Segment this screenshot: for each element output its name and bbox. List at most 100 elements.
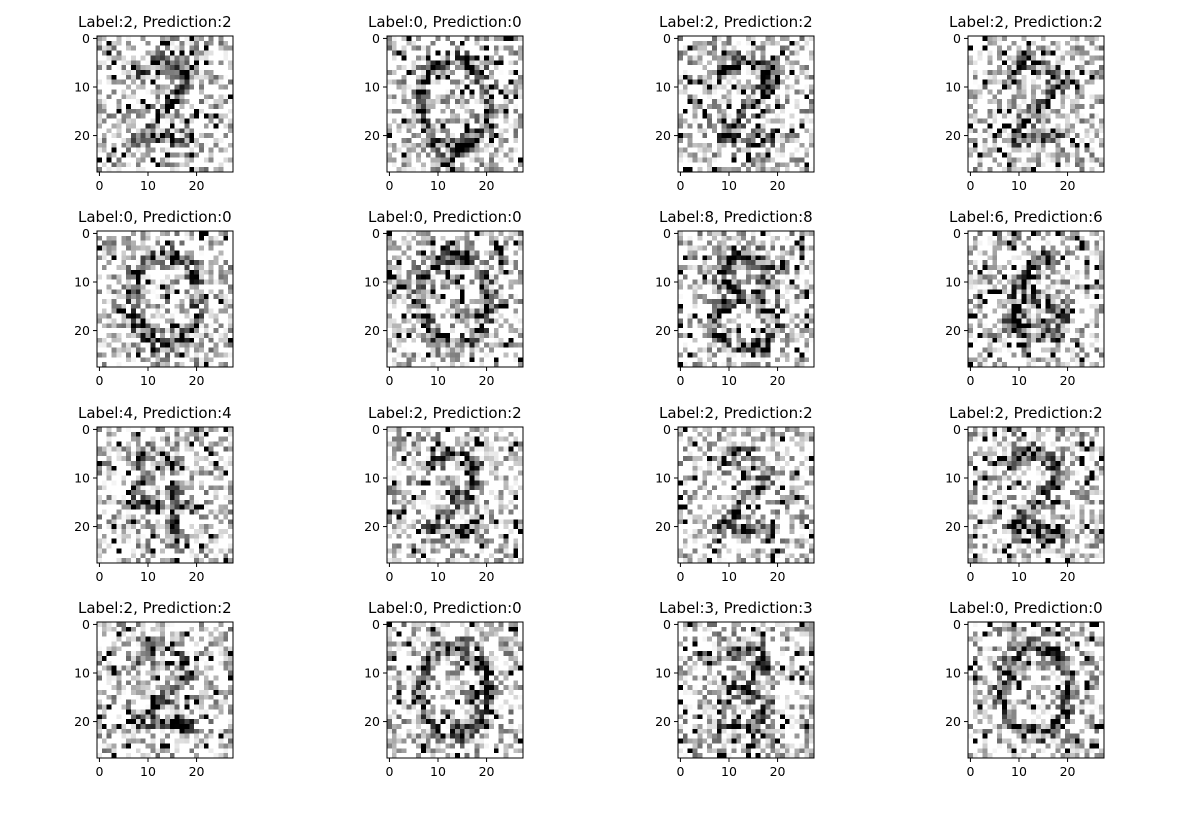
pixel-cell xyxy=(175,314,180,319)
pixel-cell xyxy=(460,284,465,289)
pixel-cell xyxy=(426,153,431,158)
pixel-cell xyxy=(513,114,518,119)
pixel-cell xyxy=(416,304,421,309)
pixel-cell xyxy=(107,46,112,51)
pixel-cell xyxy=(112,123,117,128)
pixel-cell xyxy=(765,80,770,85)
pixel-cell xyxy=(1046,85,1051,90)
pixel-cell xyxy=(406,280,411,285)
pixel-cell xyxy=(746,99,751,104)
pixel-cell xyxy=(1070,94,1075,99)
pixel-cell xyxy=(1085,148,1090,153)
pixel-cell xyxy=(218,348,223,353)
pixel-cell xyxy=(761,255,766,260)
pixel-cell xyxy=(513,309,518,314)
pixel-cell xyxy=(131,153,136,158)
pixel-cell xyxy=(146,123,151,128)
pixel-cell xyxy=(761,114,766,119)
pixel-cell xyxy=(780,70,785,75)
pixel-cell xyxy=(392,299,397,304)
pixel-cell xyxy=(504,250,509,255)
pixel-cell xyxy=(518,343,523,348)
pixel-cell xyxy=(150,357,155,362)
pixel-cell xyxy=(809,75,814,80)
pixel-cell xyxy=(1060,55,1065,60)
pixel-cell xyxy=(795,236,800,241)
pixel-cell xyxy=(761,162,766,167)
pixel-cell xyxy=(411,153,416,158)
pixel-cell xyxy=(165,265,170,270)
pixel-cell xyxy=(421,133,426,138)
pixel-cell xyxy=(770,246,775,251)
pixel-cell xyxy=(968,94,973,99)
pixel-cell xyxy=(702,94,707,99)
pixel-cell xyxy=(194,343,199,348)
pixel-cell xyxy=(436,352,441,357)
pixel-cell xyxy=(1046,99,1051,104)
pixel-cell xyxy=(180,318,185,323)
pixel-cell xyxy=(121,133,126,138)
pixel-cell xyxy=(160,304,165,309)
pixel-cell xyxy=(155,46,160,51)
pixel-cell xyxy=(513,231,518,236)
pixel-cell xyxy=(809,104,814,109)
pixel-cell xyxy=(983,75,988,80)
pixel-cell xyxy=(1021,128,1026,133)
pixel-cell xyxy=(1026,60,1031,65)
pixel-cell xyxy=(406,133,411,138)
pixel-cell xyxy=(489,304,494,309)
pixel-cell xyxy=(426,119,431,124)
pixel-cell xyxy=(987,80,992,85)
pixel-cell xyxy=(199,153,204,158)
pixel-cell xyxy=(1036,143,1041,148)
pixel-cell xyxy=(968,36,973,41)
pixel-cell xyxy=(209,60,214,65)
pixel-cell xyxy=(717,246,722,251)
pixel-cell xyxy=(392,41,397,46)
pixel-cell xyxy=(406,265,411,270)
pixel-cell xyxy=(387,280,392,285)
pixel-cell xyxy=(170,60,175,65)
pixel-cell xyxy=(494,89,499,94)
pixel-cell xyxy=(712,75,717,80)
pixel-cell xyxy=(731,60,736,65)
pixel-cell xyxy=(712,250,717,255)
pixel-cell xyxy=(223,289,228,294)
pixel-cell xyxy=(1080,89,1085,94)
pixel-cell xyxy=(756,148,761,153)
pixel-cell xyxy=(484,119,489,124)
pixel-cell xyxy=(116,275,121,280)
pixel-cell xyxy=(1012,133,1017,138)
pixel-cell xyxy=(450,343,455,348)
pixel-cell xyxy=(406,70,411,75)
pixel-cell xyxy=(126,270,131,275)
pixel-cell xyxy=(223,80,228,85)
pixel-cell xyxy=(513,85,518,90)
pixel-cell xyxy=(440,148,445,153)
pixel-cell xyxy=(402,70,407,75)
pixel-cell xyxy=(751,41,756,46)
pixel-cell xyxy=(756,123,761,128)
pixel-cell xyxy=(406,352,411,357)
pixel-cell xyxy=(184,255,189,260)
pixel-cell xyxy=(397,270,402,275)
pixel-cell xyxy=(1021,143,1026,148)
pixel-cell xyxy=(436,318,441,323)
pixel-cell xyxy=(484,236,489,241)
pixel-cell xyxy=(436,109,441,114)
pixel-cell xyxy=(397,275,402,280)
pixel-cell xyxy=(450,153,455,158)
pixel-cell xyxy=(756,89,761,94)
pixel-cell xyxy=(697,167,702,172)
pixel-cell xyxy=(518,60,523,65)
pixel-cell xyxy=(1026,157,1031,162)
pixel-cell xyxy=(218,148,223,153)
pixel-cell xyxy=(489,138,494,143)
pixel-cell xyxy=(146,323,151,328)
pixel-cell xyxy=(107,318,112,323)
pixel-cell xyxy=(397,236,402,241)
pixel-cell xyxy=(194,109,199,114)
pixel-cell xyxy=(780,114,785,119)
pixel-cell xyxy=(1046,36,1051,41)
pixel-cell xyxy=(121,148,126,153)
